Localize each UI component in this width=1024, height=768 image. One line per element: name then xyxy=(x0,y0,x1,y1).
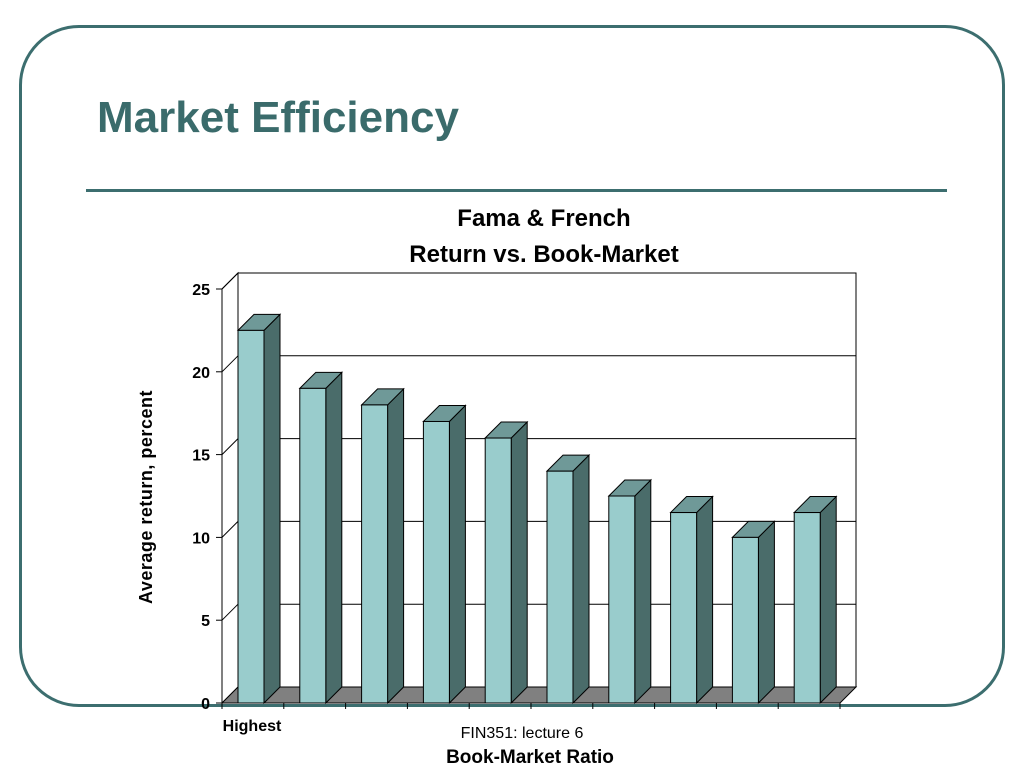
bar-side xyxy=(634,478,652,705)
slide-footer: FIN351: lecture 6 xyxy=(460,725,584,742)
bar-front xyxy=(608,495,636,704)
x-axis-label: Book-Market Ratio xyxy=(446,747,614,768)
gridline-side xyxy=(221,603,239,621)
gridline-side xyxy=(221,438,239,455)
bar-side xyxy=(448,404,466,705)
bar xyxy=(731,520,776,705)
x-tick-label: Highest xyxy=(222,718,282,735)
y-tick-label: 25 xyxy=(192,282,210,299)
title-divider xyxy=(86,189,947,192)
gridline-side xyxy=(221,355,239,373)
y-tick-label: 10 xyxy=(192,530,210,547)
chart-title-line-2: Return vs. Book-Market xyxy=(409,241,679,268)
bar-side xyxy=(263,313,281,705)
slide-title: Market Efficiency xyxy=(97,93,459,142)
bar xyxy=(422,404,467,705)
slide-frame xyxy=(19,25,1005,707)
bar-side xyxy=(696,495,714,705)
bar-front xyxy=(793,512,821,704)
bar xyxy=(669,495,714,705)
bar-side xyxy=(325,371,343,705)
bar-front xyxy=(670,512,698,704)
bar-front xyxy=(361,404,389,704)
bar-side xyxy=(572,453,590,705)
bar-side xyxy=(819,495,837,705)
y-tick-label: 5 xyxy=(201,613,210,630)
y-axis-label: Average return, percent xyxy=(136,390,156,604)
bar-side xyxy=(387,387,405,705)
plot-side-wall xyxy=(221,271,239,705)
bar xyxy=(607,478,653,705)
y-tick-label: 20 xyxy=(192,365,210,382)
bar-side xyxy=(510,420,528,705)
chart-title-line-1: Fama & French xyxy=(457,205,631,232)
bar-front xyxy=(237,329,265,704)
bar xyxy=(360,387,405,705)
bar-front xyxy=(484,437,512,704)
bar-side xyxy=(757,520,775,705)
bar-front xyxy=(731,536,759,704)
y-tick-label: 15 xyxy=(192,448,210,465)
bar xyxy=(792,495,838,705)
bar-front xyxy=(299,387,327,704)
gridline-side xyxy=(221,521,239,538)
y-tick-label: 0 xyxy=(201,696,210,713)
bar-front xyxy=(546,470,574,704)
bar xyxy=(236,313,282,705)
bar xyxy=(483,420,529,705)
bar xyxy=(545,453,591,705)
bar xyxy=(298,371,344,705)
bar-front xyxy=(422,420,450,704)
gridline-side xyxy=(221,272,239,290)
